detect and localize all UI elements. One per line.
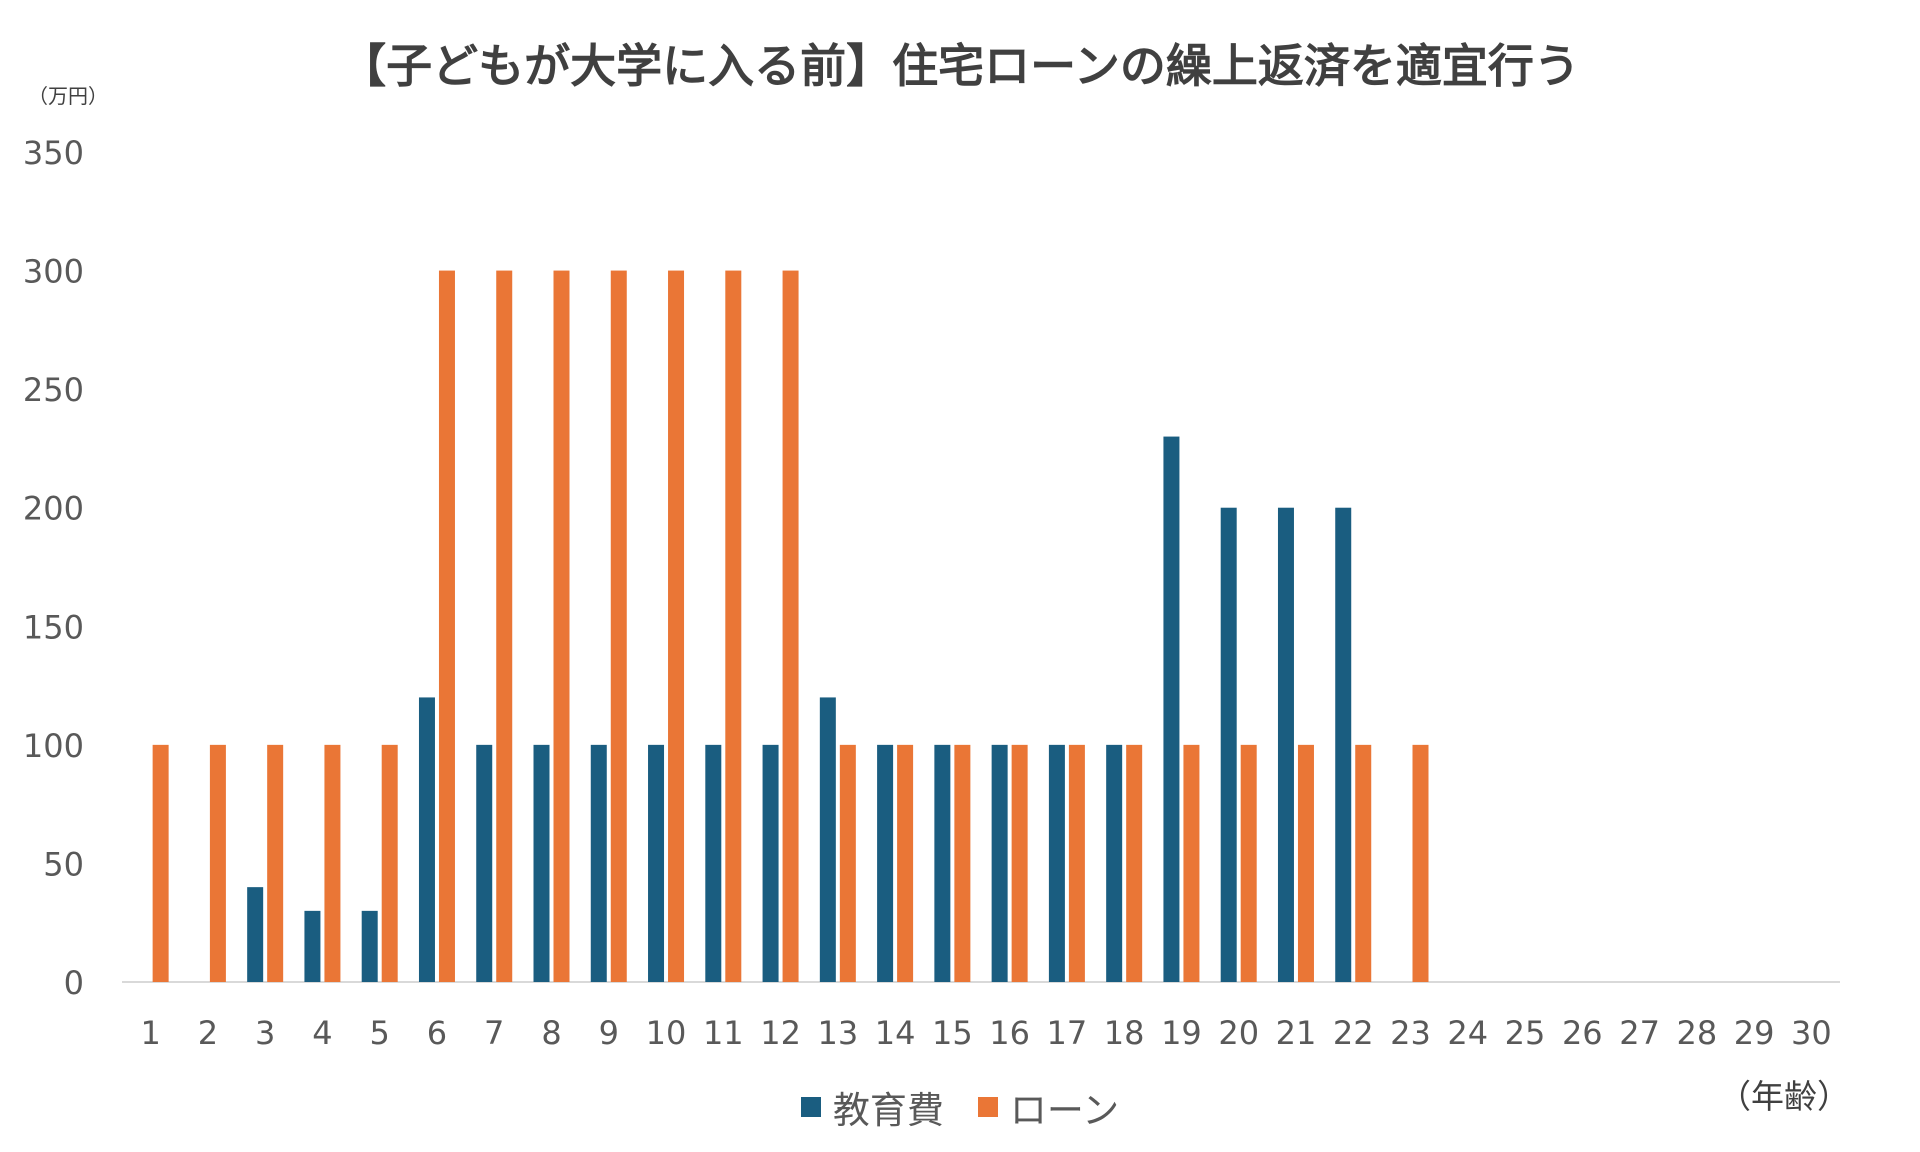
education-bar — [1220, 507, 1237, 982]
education-bar — [762, 744, 779, 982]
x-tick-label: 30 — [1791, 1014, 1832, 1052]
x-tick-label: 18 — [1104, 1014, 1145, 1052]
loan-bar — [1412, 744, 1429, 982]
loan-bar — [152, 744, 169, 982]
x-tick-label: 4 — [312, 1014, 332, 1052]
x-tick-label: 19 — [1161, 1014, 1202, 1052]
x-tick-label: 29 — [1734, 1014, 1775, 1052]
loan-bar — [553, 270, 570, 983]
y-tick-label: 350 — [23, 134, 84, 172]
loan-bar — [839, 744, 856, 982]
x-tick-label: 25 — [1505, 1014, 1546, 1052]
x-tick-label: 14 — [875, 1014, 916, 1052]
x-tick-label: 24 — [1447, 1014, 1488, 1052]
loan-bar — [897, 744, 914, 982]
loan-bar — [381, 744, 398, 982]
loan-bar — [267, 744, 284, 982]
y-tick-label: 250 — [23, 371, 84, 409]
x-tick-label: 21 — [1276, 1014, 1317, 1052]
x-tick-label: 10 — [646, 1014, 687, 1052]
education-bar — [476, 744, 493, 982]
legend-item-loan: ローン — [977, 1080, 1120, 1134]
y-tick-label: 200 — [23, 490, 84, 528]
x-tick-label: 12 — [760, 1014, 801, 1052]
legend-swatch-loan — [977, 1097, 998, 1117]
legend: 教育費 ローン — [0, 1080, 1920, 1134]
education-bar — [361, 910, 378, 982]
x-tick-label: 16 — [989, 1014, 1030, 1052]
education-bar — [533, 744, 550, 982]
education-bar — [877, 744, 894, 982]
y-tick-label: 100 — [23, 727, 84, 765]
loan-bar — [1126, 744, 1143, 982]
loan-bar — [782, 270, 799, 983]
loan-bar — [1183, 744, 1200, 982]
loan-bar — [954, 744, 971, 982]
legend-label-loan: ローン — [1009, 1089, 1120, 1132]
education-bar — [1106, 744, 1123, 982]
x-tick-label: 3 — [255, 1014, 275, 1052]
x-tick-label: 22 — [1333, 1014, 1374, 1052]
x-tick-label: 6 — [427, 1014, 447, 1052]
x-tick-label: 5 — [370, 1014, 390, 1052]
loan-bar — [725, 270, 742, 983]
legend-item-education: 教育費 — [800, 1080, 944, 1134]
loan-bar — [1297, 744, 1314, 982]
loan-bar — [209, 744, 226, 982]
education-bar — [418, 697, 435, 982]
education-bar — [648, 744, 665, 982]
x-tick-label: 8 — [541, 1014, 561, 1052]
loan-bar — [668, 270, 685, 983]
x-tick-label: 13 — [817, 1014, 858, 1052]
x-axis-unit-label: （年齢） — [1718, 1077, 1850, 1116]
y-axis-unit-label: （万円） — [28, 84, 108, 108]
education-bar — [590, 744, 607, 982]
education-bar — [991, 744, 1008, 982]
education-bar — [304, 910, 321, 982]
loan-bar — [610, 270, 627, 983]
x-tick-label: 26 — [1562, 1014, 1603, 1052]
x-tick-label: 9 — [599, 1014, 619, 1052]
education-bar — [819, 697, 836, 982]
loan-bar — [324, 744, 341, 982]
y-tick-label: 300 — [23, 253, 84, 291]
x-tick-label: 20 — [1218, 1014, 1259, 1052]
x-tick-label: 23 — [1390, 1014, 1431, 1052]
loan-bar — [438, 270, 455, 983]
x-tick-label: 28 — [1676, 1014, 1717, 1052]
loan-bar — [1240, 744, 1257, 982]
x-tick-label: 15 — [932, 1014, 973, 1052]
x-tick-label: 17 — [1047, 1014, 1088, 1052]
x-tick-label: 11 — [703, 1014, 744, 1052]
loan-bar — [496, 270, 513, 983]
legend-swatch-education — [800, 1097, 821, 1117]
education-bar — [934, 744, 951, 982]
y-tick-label: 50 — [43, 845, 84, 883]
loan-bar — [1068, 744, 1085, 982]
education-bar — [1335, 507, 1352, 982]
chart-title: 【子どもが大学に入る前】住宅ローンの繰上返済を適宜行う — [340, 39, 1580, 93]
y-tick-label: 0 — [64, 964, 84, 1002]
loan-bar — [1355, 744, 1372, 982]
education-bar — [705, 744, 722, 982]
x-tick-label: 27 — [1619, 1014, 1660, 1052]
y-tick-label: 150 — [23, 608, 84, 646]
education-bar — [1163, 436, 1180, 983]
education-bar — [1048, 744, 1065, 982]
loan-bar — [1011, 744, 1028, 982]
x-tick-label: 1 — [140, 1014, 160, 1052]
legend-label-education: 教育費 — [832, 1089, 944, 1132]
x-tick-label: 2 — [198, 1014, 218, 1052]
x-tick-label: 7 — [484, 1014, 504, 1052]
education-bar — [247, 887, 264, 982]
education-bar — [1277, 507, 1294, 982]
